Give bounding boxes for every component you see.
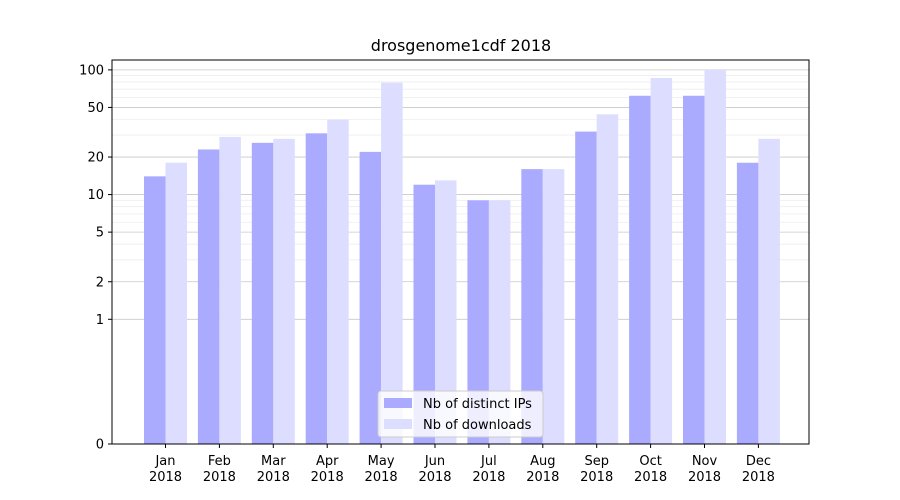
bar-downloads xyxy=(327,119,349,444)
y-tick-label: 20 xyxy=(87,151,104,166)
bar-distinct-ips xyxy=(575,131,597,445)
legend-label: Nb of downloads xyxy=(423,418,532,433)
x-tick-label: Sep 2018 xyxy=(580,454,613,485)
bar-distinct-ips xyxy=(629,95,651,445)
bar-downloads xyxy=(650,78,673,445)
bar-distinct-ips xyxy=(197,149,220,444)
x-tick-label: Aug 2018 xyxy=(526,454,559,485)
legend: Nb of distinct IPs Nb of downloads xyxy=(377,390,544,438)
bar-distinct-ips xyxy=(467,200,489,444)
x-axis: Jan 2018 Feb 2018 Mar 2018 Apr 2018 May 2018 Jun 20… xyxy=(149,444,775,485)
bar-distinct-ips xyxy=(413,184,435,444)
bar-downloads xyxy=(219,136,241,445)
legend-label: Nb of distinct IPs xyxy=(423,397,532,412)
x-tick-label: Apr 2018 xyxy=(311,454,344,485)
y-tick-label: 2 xyxy=(96,275,104,290)
bars xyxy=(144,69,780,445)
bar-distinct-ips xyxy=(251,142,274,445)
bar-downloads xyxy=(488,200,511,444)
y-axis: 0 1 2 5 10 20 50 100 xyxy=(79,63,112,453)
x-tick-label: Mar 2018 xyxy=(257,454,290,485)
bar-distinct-ips xyxy=(521,169,543,444)
bar-distinct-ips xyxy=(144,176,166,444)
bar-downloads xyxy=(381,82,403,444)
bar-downloads xyxy=(758,138,780,444)
bar-downloads xyxy=(435,180,457,444)
x-tick-label: Dec 2018 xyxy=(742,454,775,485)
x-tick-label: Jan 2018 xyxy=(149,454,182,485)
y-tick-label: 50 xyxy=(87,101,104,116)
bar-downloads xyxy=(596,114,619,444)
x-tick-label: May 2018 xyxy=(365,454,398,485)
x-tick-label: Jun 2018 xyxy=(418,454,451,485)
bar-downloads xyxy=(165,162,187,444)
bar-distinct-ips xyxy=(359,151,382,444)
bar-distinct-ips xyxy=(683,95,705,445)
bar-downloads xyxy=(273,138,295,444)
legend-swatch xyxy=(384,419,412,429)
legend-box xyxy=(377,390,544,438)
x-tick-label: Nov 2018 xyxy=(688,454,721,485)
plot-frame xyxy=(111,59,810,445)
bar-downloads xyxy=(704,69,726,444)
y-tick-label: 5 xyxy=(96,226,104,241)
y-tick-label: 1 xyxy=(96,313,104,328)
chart-title: drosgenome1cdf 2018 xyxy=(371,36,551,55)
x-tick-label: Oct 2018 xyxy=(634,454,667,485)
y-tick-label: 10 xyxy=(87,188,104,203)
y-tick-label: 0 xyxy=(96,438,104,453)
y-tick-label: 100 xyxy=(79,63,104,78)
legend-swatch xyxy=(384,398,412,408)
x-tick-label: Feb 2018 xyxy=(203,454,236,485)
x-tick-label: Jul 2018 xyxy=(472,454,505,485)
bar-distinct-ips xyxy=(736,162,759,444)
bar-downloads xyxy=(542,169,565,444)
bar-distinct-ips xyxy=(305,133,328,444)
